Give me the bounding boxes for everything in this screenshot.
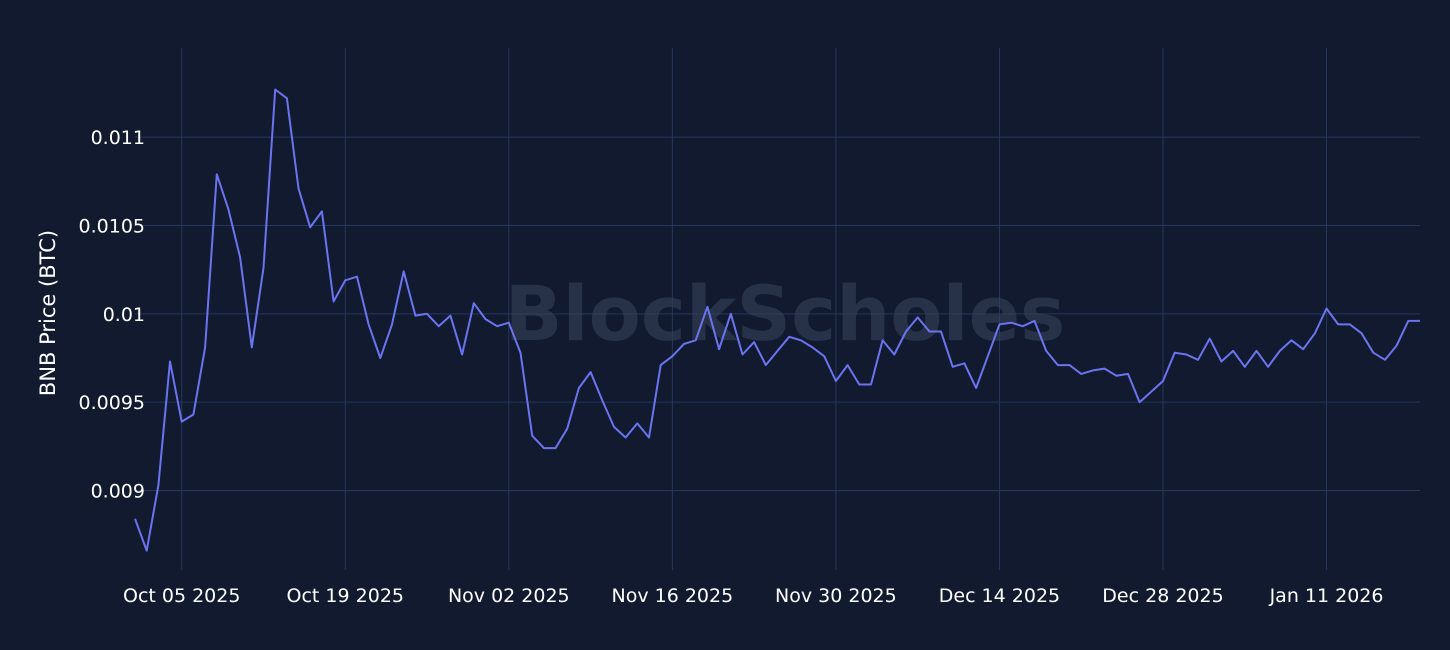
x-tick-label: Jan 11 2026 — [1269, 585, 1384, 607]
x-tick-label: Dec 28 2025 — [1102, 585, 1223, 607]
x-tick-label: Nov 16 2025 — [612, 585, 734, 607]
y-axis-title: BNB Price (BTC) — [36, 230, 60, 396]
x-axis-ticks: Oct 05 2025 Oct 19 2025 Nov 02 2025 Nov 16 … — [123, 585, 1384, 607]
series-layer — [134, 88, 1420, 552]
bnb-price-line — [134, 88, 1420, 552]
y-tick-label: 0.01 — [103, 304, 145, 326]
y-tick-label: 0.011 — [91, 127, 145, 149]
x-tick-label: Dec 14 2025 — [939, 585, 1060, 607]
y-axis-ticks: 0.009 0.0095 0.01 0.0105 0.011 — [79, 127, 145, 502]
x-tick-label: Oct 19 2025 — [287, 585, 404, 607]
y-tick-label: 0.0095 — [79, 392, 145, 414]
x-tick-label: Oct 05 2025 — [123, 585, 240, 607]
grid — [135, 48, 1420, 570]
blockscholes-watermark: BlockScholes — [505, 269, 1066, 358]
y-tick-label: 0.009 — [91, 481, 145, 503]
y-tick-label: 0.0105 — [79, 216, 145, 238]
x-tick-label: Nov 30 2025 — [775, 585, 897, 607]
x-tick-label: Nov 02 2025 — [448, 585, 570, 607]
